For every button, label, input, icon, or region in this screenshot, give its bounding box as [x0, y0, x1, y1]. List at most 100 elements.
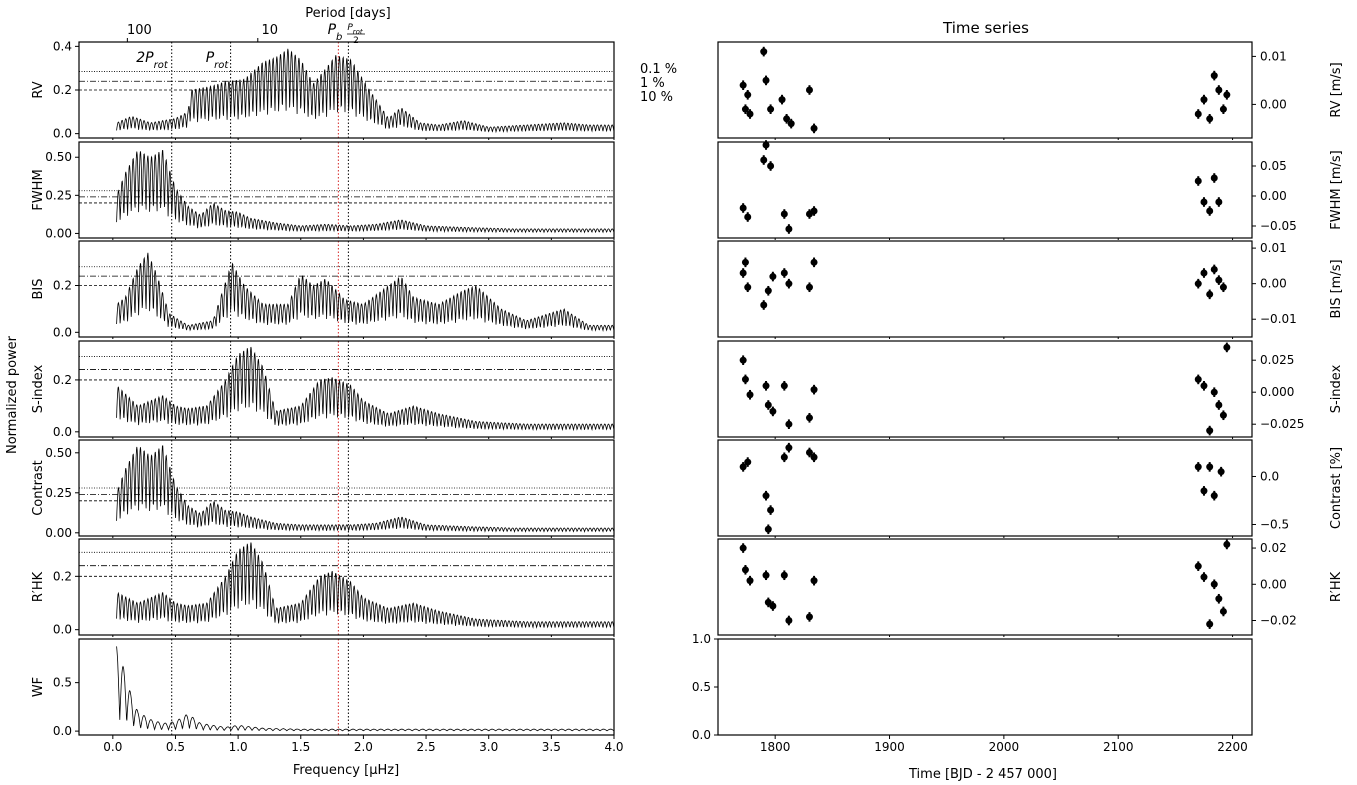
- periodogram-ylabel-contrast: Contrast: [31, 460, 46, 516]
- data-point: [1194, 562, 1202, 570]
- data-point: [1210, 492, 1218, 500]
- data-point: [764, 401, 772, 409]
- marker-label-p-rot: Prot: [206, 50, 230, 71]
- y-tick-label: −0.05: [1260, 219, 1297, 233]
- y-tick-label: 0.0: [53, 325, 72, 339]
- periodogram-frame-contrast: [78, 439, 615, 537]
- x-tick-label: 0.0: [103, 740, 122, 754]
- data-point: [762, 382, 770, 390]
- data-point: [767, 162, 775, 170]
- y-tick-label: 0.00: [45, 526, 72, 540]
- data-point: [746, 577, 754, 585]
- data-point: [805, 613, 813, 621]
- data-point: [1215, 86, 1223, 94]
- data-point: [760, 301, 768, 309]
- y-tick-label: 0.000: [1260, 385, 1294, 399]
- period-tick-label: 10: [262, 23, 279, 38]
- x-tick-label: 2100: [1103, 740, 1134, 754]
- timeseries-frame-rv: [717, 41, 1253, 139]
- data-point: [762, 571, 770, 579]
- data-point: [1200, 96, 1208, 104]
- timeseries-frame-bis: [717, 240, 1253, 338]
- data-point: [741, 566, 749, 574]
- data-point: [739, 81, 747, 89]
- x-tick-label: 4.0: [604, 740, 623, 754]
- y-tick-label: −0.5: [1260, 517, 1289, 531]
- marker-label-subscript: b: [336, 32, 342, 43]
- data-point: [1200, 198, 1208, 206]
- data-point: [741, 105, 749, 113]
- timeseries-ylabel-bis: BIS [m/s]: [1329, 259, 1344, 318]
- timeseries-frame-contrast: [717, 439, 1253, 537]
- data-point: [810, 258, 818, 266]
- data-point: [769, 407, 777, 415]
- periodogram-frame-rhk: [78, 538, 615, 636]
- y-tick-label: 0.5: [692, 680, 711, 694]
- x-tick-label: 2.5: [417, 740, 436, 754]
- data-point: [785, 420, 793, 428]
- data-point: [805, 283, 813, 291]
- data-point: [810, 207, 818, 215]
- data-point: [1206, 620, 1214, 628]
- data-point: [764, 287, 772, 295]
- data-point: [810, 124, 818, 132]
- data-point: [780, 453, 788, 461]
- periodogram-panel-s-index: 0.0 0.2 S-index: [31, 340, 615, 439]
- timeseries-panel-s-index: −0.025 0.000 0.025 S-index: [717, 340, 1344, 439]
- data-point: [1223, 343, 1231, 351]
- data-point: [778, 96, 786, 104]
- periodogram-ylabel-rhk: R′HK: [31, 571, 46, 602]
- y-tick-label: −0.025: [1260, 417, 1304, 431]
- timeseries-ylabel-contrast: Contrast [%]: [1329, 447, 1344, 529]
- data-point: [810, 453, 818, 461]
- data-point: [780, 269, 788, 277]
- data-point: [741, 375, 749, 383]
- data-point: [1210, 580, 1218, 588]
- y-tick-label: 0.01: [1260, 241, 1287, 255]
- periodogram-series-fwhm: [116, 149, 615, 234]
- data-point: [1194, 463, 1202, 471]
- data-point: [1223, 91, 1231, 99]
- periodogram-ylabel-rv: RV: [31, 81, 46, 98]
- data-point: [805, 448, 813, 456]
- periodogram-ylabel-fwhm: FWHM: [31, 169, 46, 210]
- periodogram-panel-fwhm: 0.00 0.25 0.50 FWHM: [31, 141, 615, 240]
- y-tick-label: 0.02: [1260, 541, 1287, 555]
- timeseries-frame-s-index: [717, 340, 1253, 438]
- data-point: [810, 386, 818, 394]
- data-point: [1206, 463, 1214, 471]
- y-tick-label: 0.0: [53, 724, 72, 738]
- data-point: [769, 602, 777, 610]
- periodogram-series-s-index: [116, 346, 615, 432]
- data-point: [739, 356, 747, 364]
- data-point: [783, 115, 791, 123]
- data-point: [785, 225, 793, 233]
- data-point: [1194, 280, 1202, 288]
- timeseries-panel-rv: 0.00 0.01 RV [m/s]: [717, 41, 1344, 140]
- timeseries-ylabel-fwhm: FWHM [m/s]: [1329, 150, 1344, 229]
- data-point: [1219, 105, 1227, 113]
- y-tick-label: 0.25: [45, 486, 72, 500]
- frequency-axis-label: Frequency [μHz]: [293, 763, 399, 778]
- marker-label-subscript: rot: [154, 60, 169, 71]
- y-tick-label: 0.2: [53, 83, 72, 97]
- x-tick-label: 1900: [874, 740, 905, 754]
- time-axis-label: Time [BJD - 2 457 000]: [908, 767, 1057, 782]
- x-tick-label: 0.5: [166, 740, 185, 754]
- timeseries-ylabel-s-index: S-index: [1329, 364, 1344, 413]
- data-point: [1210, 72, 1218, 80]
- data-point: [1200, 573, 1208, 581]
- x-tick-label: 2.0: [354, 740, 373, 754]
- data-point: [1219, 283, 1227, 291]
- y-tick-label: 0.2: [53, 569, 72, 583]
- timeseries-panel-bis: −0.01 0.00 0.01 BIS [m/s]: [717, 240, 1344, 339]
- data-point: [1194, 177, 1202, 185]
- data-point: [1223, 540, 1231, 548]
- timeseries-ylabel-rhk: R′HK: [1329, 571, 1344, 602]
- y-tick-label: 0.25: [45, 188, 72, 202]
- periodogram-frame-fwhm: [78, 141, 615, 239]
- y-tick-label: 0.5: [53, 676, 72, 690]
- data-point: [1206, 207, 1214, 215]
- data-point: [744, 283, 752, 291]
